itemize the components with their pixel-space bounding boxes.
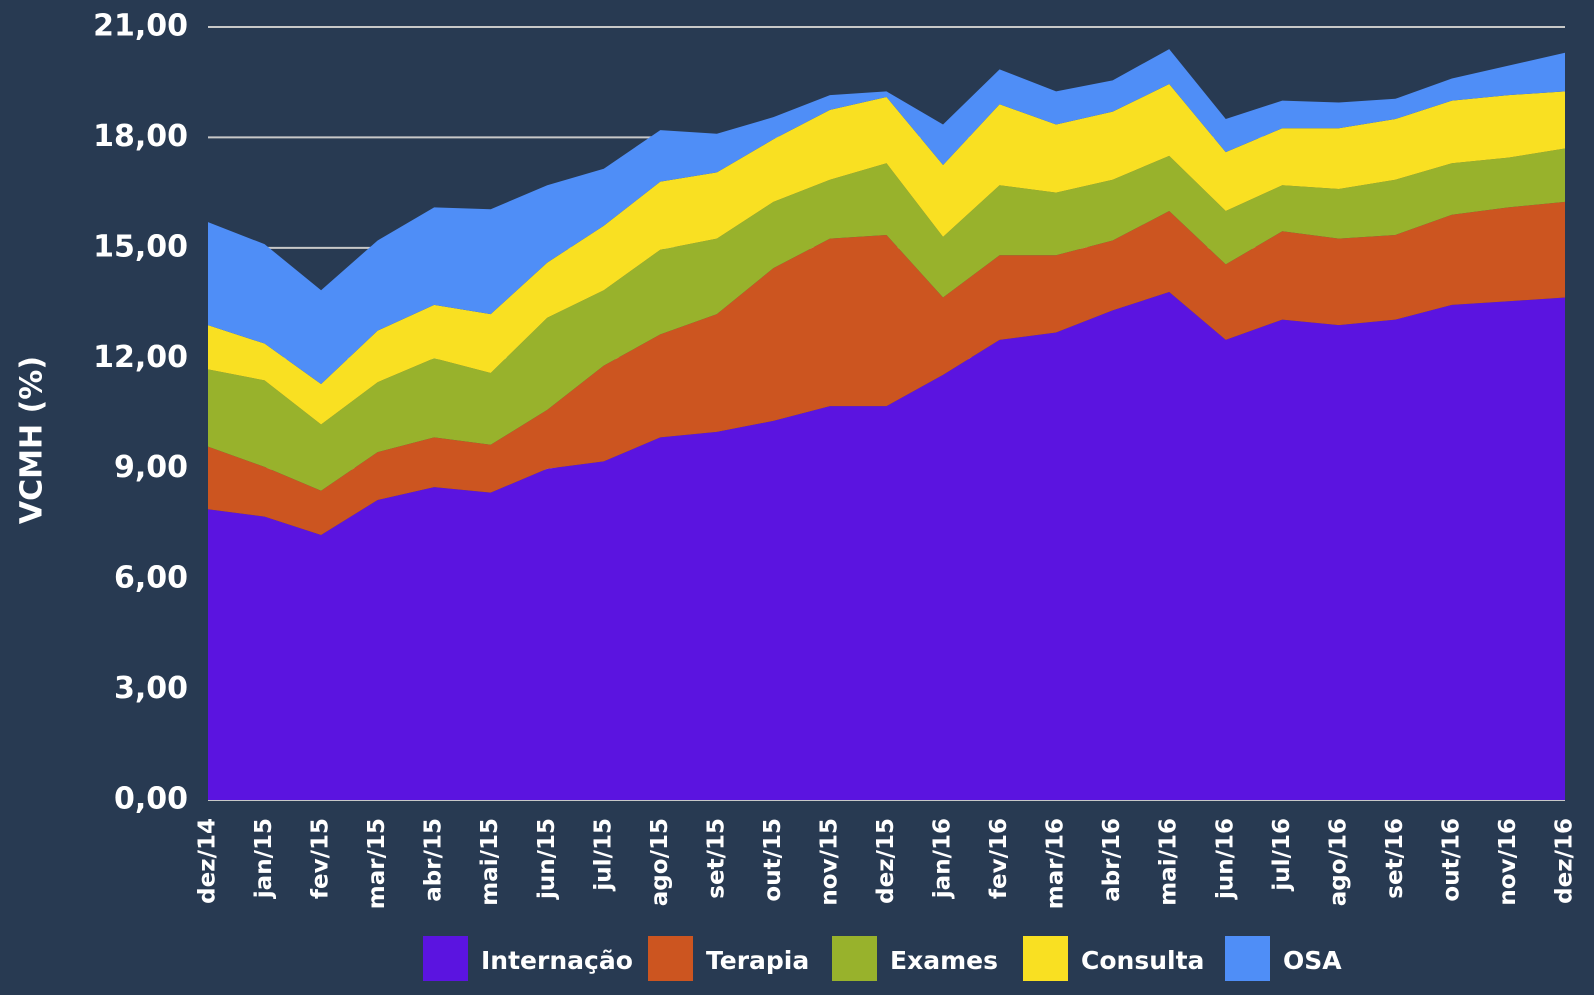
y-axis-label: VCMH (%) bbox=[15, 356, 50, 524]
x-tick-label: jun/16 bbox=[1212, 818, 1238, 900]
legend-swatch bbox=[423, 936, 468, 981]
legend-label: OSA bbox=[1283, 946, 1342, 975]
x-tick-label: dez/15 bbox=[873, 818, 899, 904]
y-tick-label: 12,00 bbox=[93, 340, 188, 375]
y-tick-label: 15,00 bbox=[93, 229, 188, 264]
y-tick-label: 3,00 bbox=[114, 671, 188, 706]
x-tick-label: out/15 bbox=[760, 818, 786, 902]
x-tick-label: jul/15 bbox=[590, 818, 616, 892]
x-tick-label: mar/15 bbox=[364, 818, 390, 909]
legend-swatch bbox=[832, 936, 877, 981]
area bbox=[208, 292, 1565, 800]
area bbox=[208, 84, 1565, 425]
y-tick-label: 21,00 bbox=[93, 9, 188, 44]
legend-label: Exames bbox=[890, 946, 998, 975]
area bbox=[208, 201, 1565, 535]
legend-label: Consulta bbox=[1081, 946, 1204, 975]
legend-label: Terapia bbox=[706, 946, 809, 975]
x-tick-label: nov/15 bbox=[816, 818, 842, 906]
x-tick-label: jan/16 bbox=[930, 818, 956, 899]
y-tick-label: 6,00 bbox=[114, 561, 188, 596]
x-tick-label: ago/16 bbox=[1325, 818, 1351, 906]
y-tick-label: 18,00 bbox=[93, 119, 188, 154]
x-tick-label: jun/15 bbox=[534, 818, 560, 900]
x-tick-label: dez/16 bbox=[1552, 818, 1578, 904]
x-tick-label: mar/16 bbox=[1043, 818, 1069, 909]
x-tick-label: fev/16 bbox=[986, 818, 1012, 899]
x-tick-label: ago/15 bbox=[647, 818, 673, 906]
area bbox=[208, 148, 1565, 491]
legend-label: Internação bbox=[481, 946, 633, 975]
area bbox=[208, 49, 1565, 385]
x-tick-label: nov/16 bbox=[1495, 818, 1521, 906]
y-tick-label: 9,00 bbox=[114, 450, 188, 485]
x-tick-label: abr/16 bbox=[1099, 818, 1125, 902]
x-tick-label: mai/16 bbox=[1156, 818, 1182, 906]
x-tick-label: abr/15 bbox=[421, 818, 447, 902]
y-tick-label: 0,00 bbox=[114, 782, 188, 817]
x-tick-label: out/16 bbox=[1438, 818, 1464, 902]
x-tick-label: mai/15 bbox=[477, 818, 503, 906]
x-tick-label: jan/15 bbox=[251, 818, 277, 899]
x-tick-label: dez/14 bbox=[195, 818, 221, 904]
x-tick-label: set/15 bbox=[703, 818, 729, 899]
legend-swatch bbox=[1225, 936, 1270, 981]
legend-swatch bbox=[1023, 936, 1068, 981]
legend-swatch bbox=[648, 936, 693, 981]
x-tick-label: fev/15 bbox=[308, 818, 334, 899]
x-tick-label: jul/16 bbox=[1269, 818, 1295, 892]
x-tick-label: set/16 bbox=[1382, 818, 1408, 899]
